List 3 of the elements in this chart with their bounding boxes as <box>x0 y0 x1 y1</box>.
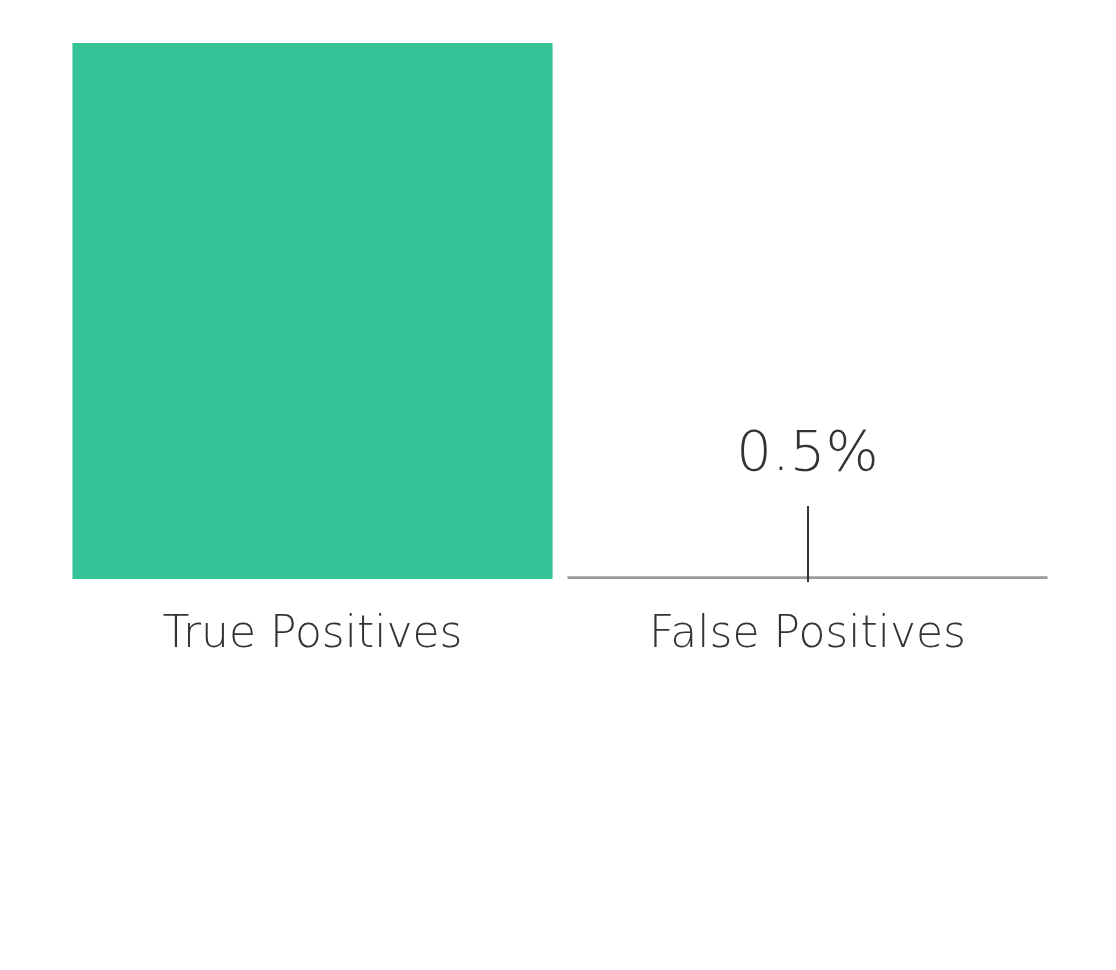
data-label: 0.5% <box>736 417 879 483</box>
x-tick-label: False Positives <box>649 605 966 657</box>
x-tick-label: True Positives <box>162 605 463 657</box>
